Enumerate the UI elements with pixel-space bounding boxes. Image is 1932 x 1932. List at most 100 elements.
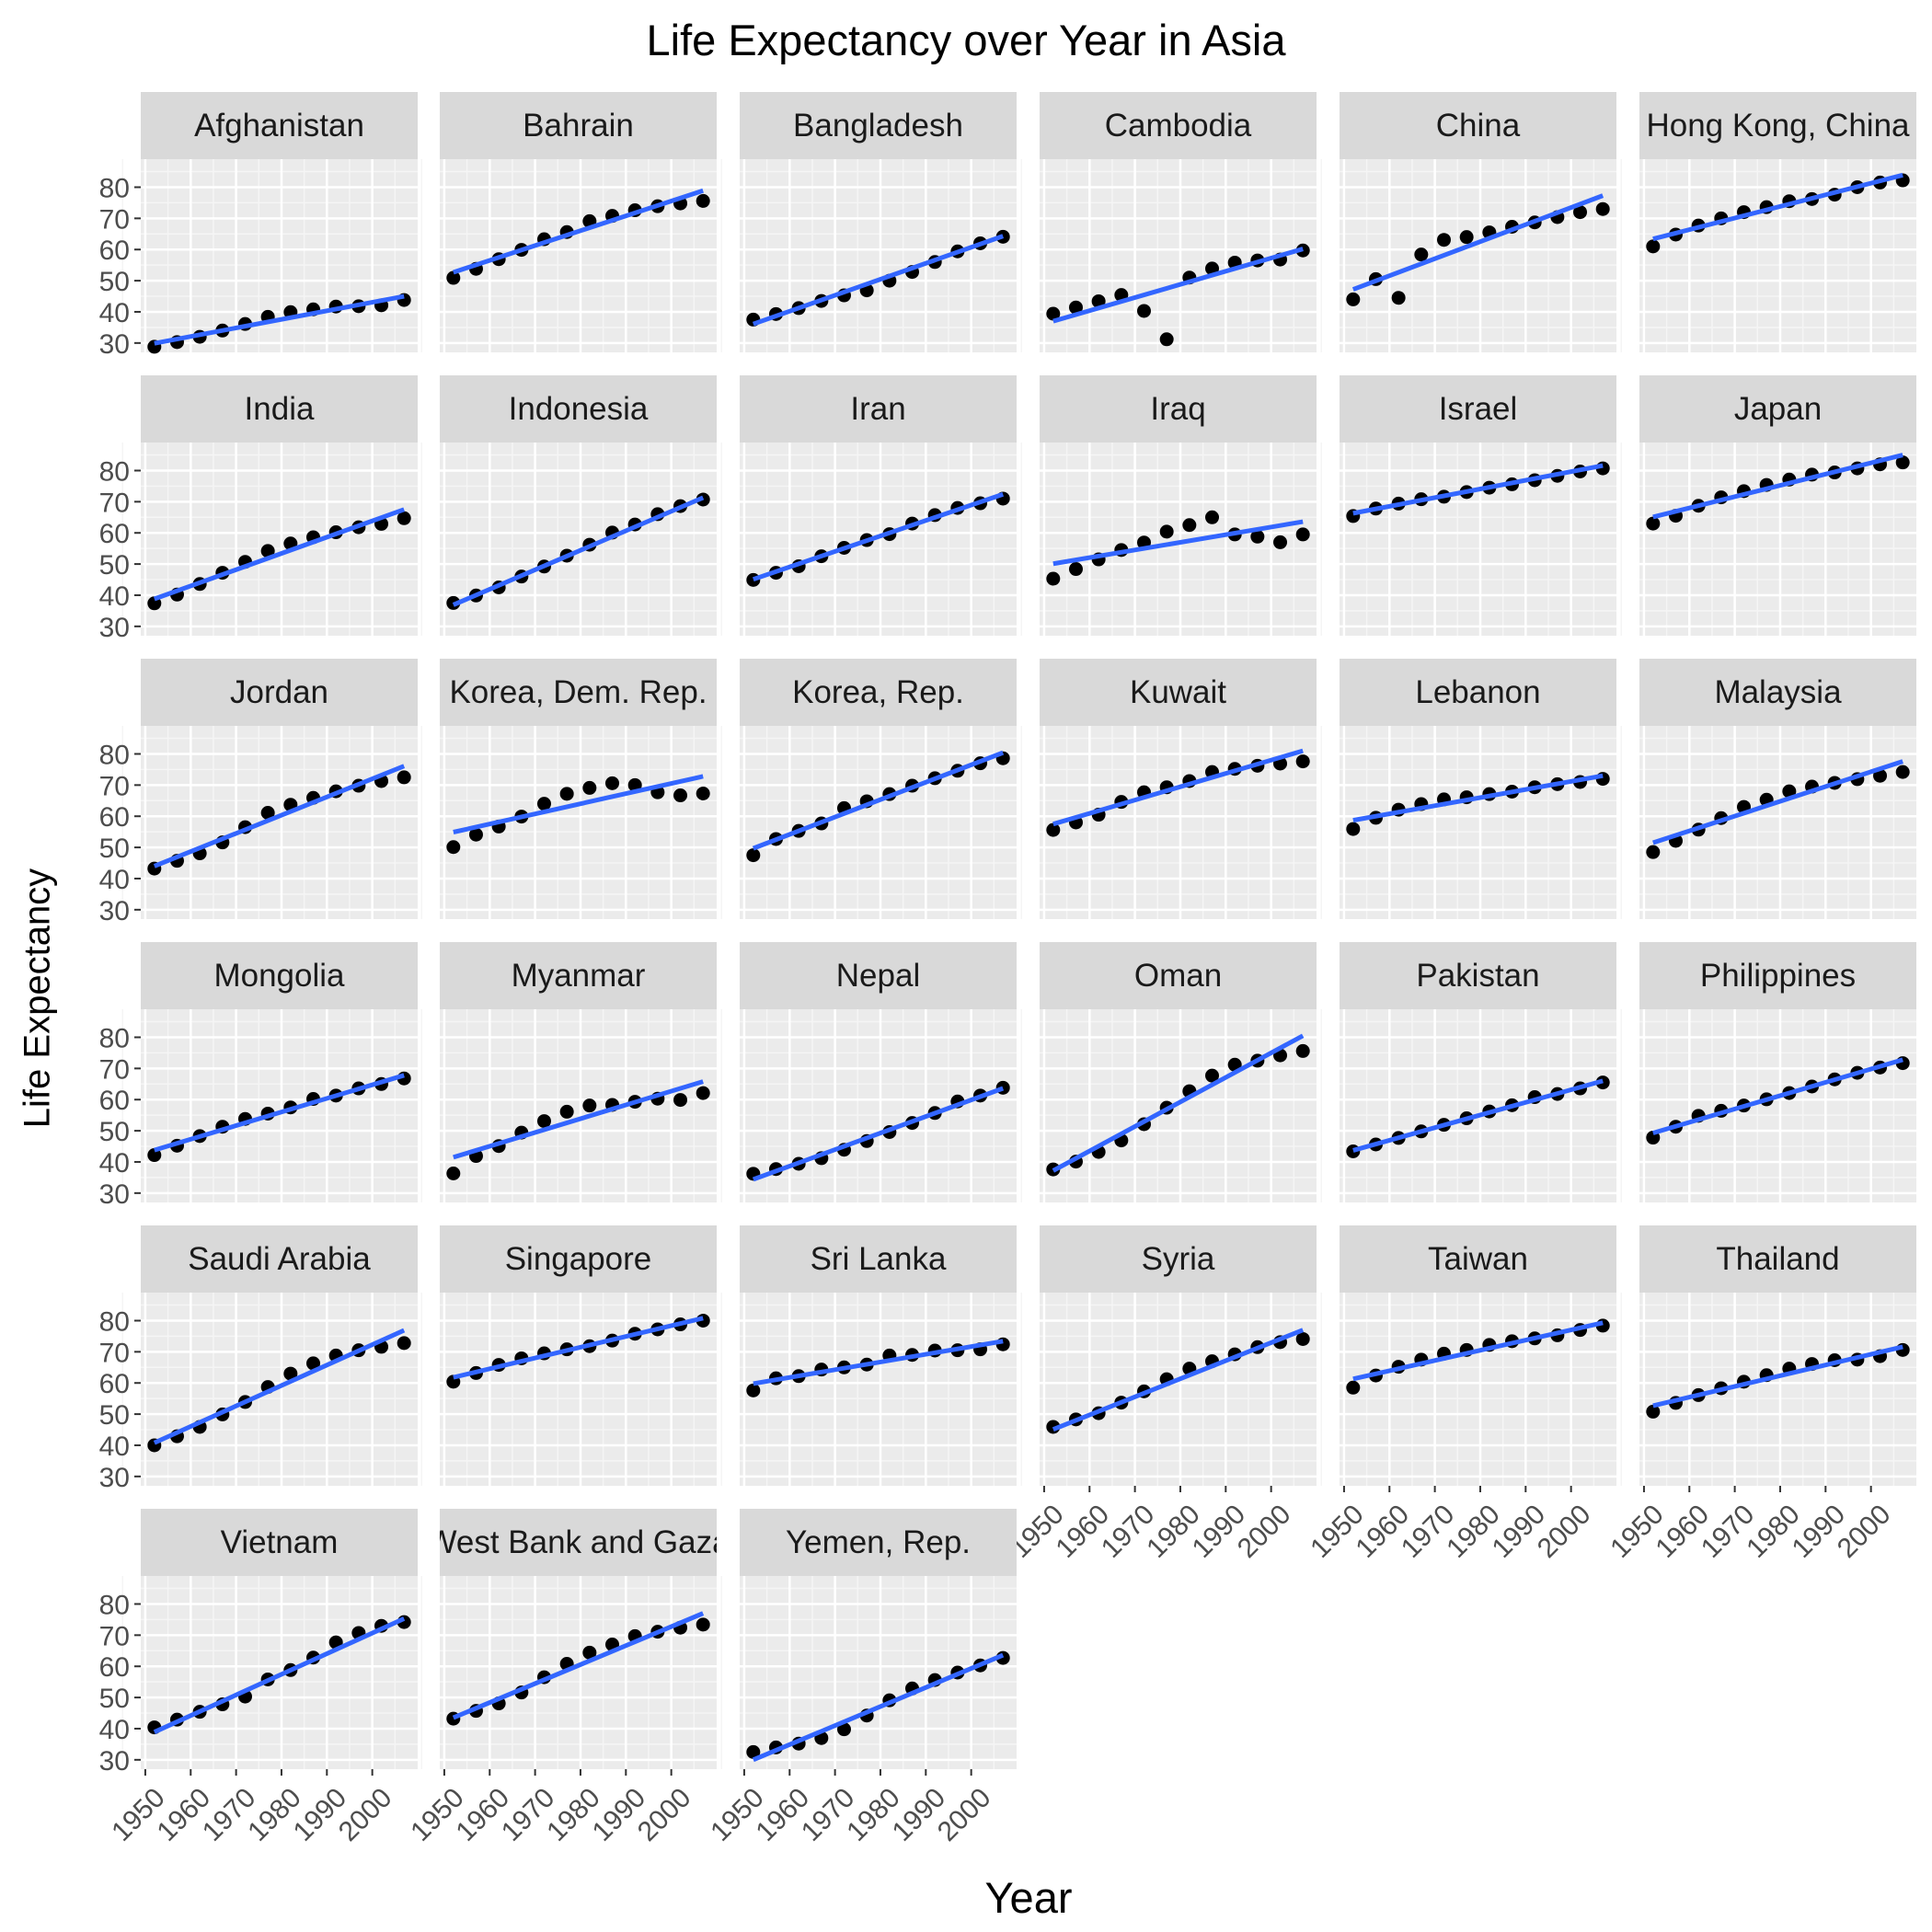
data-point <box>1046 822 1061 837</box>
x-tick-label: 2000 <box>333 1782 398 1847</box>
trend-line <box>752 491 1005 582</box>
facet-strip <box>440 942 717 1009</box>
data-point <box>397 1336 411 1351</box>
y-tick-label: 70 <box>99 488 130 518</box>
data-point <box>397 511 411 525</box>
facet-strip <box>740 375 1017 443</box>
x-tick-label: 2000 <box>932 1782 997 1847</box>
data-point <box>536 1114 551 1129</box>
x-tick-label: 2000 <box>1832 1499 1897 1564</box>
data-point <box>1273 535 1288 549</box>
facet-strip <box>440 1225 717 1293</box>
facet-strip <box>440 659 717 726</box>
facet-strip-label: Lebanon <box>1415 674 1540 710</box>
data-point <box>1295 1043 1310 1058</box>
facet-strip <box>141 1225 418 1293</box>
data-point <box>1205 510 1220 524</box>
data-point <box>1159 332 1174 347</box>
data-point <box>1068 562 1083 577</box>
data-point <box>1646 516 1661 531</box>
data-point <box>147 1148 162 1163</box>
data-point <box>1205 1068 1220 1083</box>
y-tick-label: 40 <box>99 1432 130 1462</box>
facet-panel: Korea, Dem. Rep. <box>420 659 717 919</box>
data-point <box>1346 292 1361 306</box>
y-tick-label: 70 <box>99 771 130 801</box>
y-tick-label: 60 <box>99 1086 130 1116</box>
facet-strip-label: Iran <box>850 391 905 427</box>
facet-strip-label: Afghanistan <box>194 108 364 144</box>
trend-line <box>1652 759 1903 845</box>
data-point <box>673 788 688 803</box>
facet-strip <box>1040 1225 1317 1293</box>
y-tick-label: 30 <box>99 329 130 360</box>
y-tick-label: 60 <box>99 1652 130 1683</box>
facet-panel: West Bank and Gaza1950196019701980199020… <box>405 1509 717 1847</box>
data-point <box>1346 1380 1361 1395</box>
facet-strip-label: Korea, Rep. <box>792 674 964 710</box>
facet-panel: Vietnam304050607080195019601970198019902… <box>99 1509 418 1847</box>
data-point <box>696 1617 710 1632</box>
facet-strip <box>440 375 717 443</box>
y-tick-label: 60 <box>99 1369 130 1399</box>
facet-strip <box>1040 92 1317 159</box>
y-tick-label: 80 <box>99 1590 130 1620</box>
y-tick-label: 50 <box>99 1117 130 1147</box>
facet-strip <box>1639 1225 1916 1293</box>
trend-line <box>153 1328 406 1445</box>
facet-panel: Oman <box>1020 942 1317 1202</box>
y-tick-label: 60 <box>99 236 130 266</box>
facet-strip-label: Kuwait <box>1130 674 1226 710</box>
data-point <box>673 1093 688 1108</box>
facet-panel: China <box>1320 92 1616 352</box>
data-point <box>1250 529 1265 544</box>
facet-strip <box>740 1509 1017 1576</box>
x-tick-label: 2000 <box>1232 1499 1297 1564</box>
y-tick-label: 40 <box>99 1715 130 1745</box>
data-point <box>1136 304 1151 318</box>
trend-line <box>452 495 705 607</box>
facet-panel: Philippines <box>1620 942 1916 1202</box>
data-point <box>1595 201 1610 216</box>
facet-strip <box>141 659 418 726</box>
y-tick-label: 60 <box>99 802 130 833</box>
data-point <box>582 1645 597 1660</box>
y-tick-label: 50 <box>99 1684 130 1714</box>
trend-line <box>453 1316 704 1380</box>
facet-panel: Malaysia <box>1620 659 1916 919</box>
facet-strip <box>1340 375 1616 443</box>
data-point <box>746 1383 761 1397</box>
trend-line <box>1351 193 1604 292</box>
facet-strip-label: India <box>245 391 315 427</box>
trend-line <box>753 1339 1004 1386</box>
trend-line <box>453 774 704 834</box>
data-point <box>1346 822 1361 836</box>
facet-strip <box>141 1509 418 1576</box>
facet-strip-label: Philippines <box>1700 958 1856 994</box>
y-tick-label: 50 <box>99 267 130 297</box>
facet-panel: Sri Lanka <box>720 1225 1017 1486</box>
data-point <box>446 270 461 285</box>
trend-line <box>752 1652 1005 1763</box>
trend-line <box>1652 172 1903 242</box>
y-tick-label: 30 <box>99 896 130 926</box>
trend-line <box>1352 1320 1604 1382</box>
y-tick-label: 30 <box>99 1746 130 1777</box>
facet-strip-label: Yemen, Rep. <box>786 1524 971 1560</box>
facet-panel: Japan <box>1620 375 1916 636</box>
y-tick-label: 70 <box>99 204 130 235</box>
facet-panel: Bangladesh <box>720 92 1017 352</box>
facet-strip <box>440 92 717 159</box>
x-tick-label: 2000 <box>632 1782 697 1847</box>
data-point <box>1573 205 1588 220</box>
data-point <box>446 1167 461 1180</box>
data-point <box>1046 306 1061 321</box>
facet-panel: Israel <box>1320 375 1616 636</box>
y-tick-label: 80 <box>99 456 130 487</box>
x-tick-label: 2000 <box>1532 1499 1597 1564</box>
